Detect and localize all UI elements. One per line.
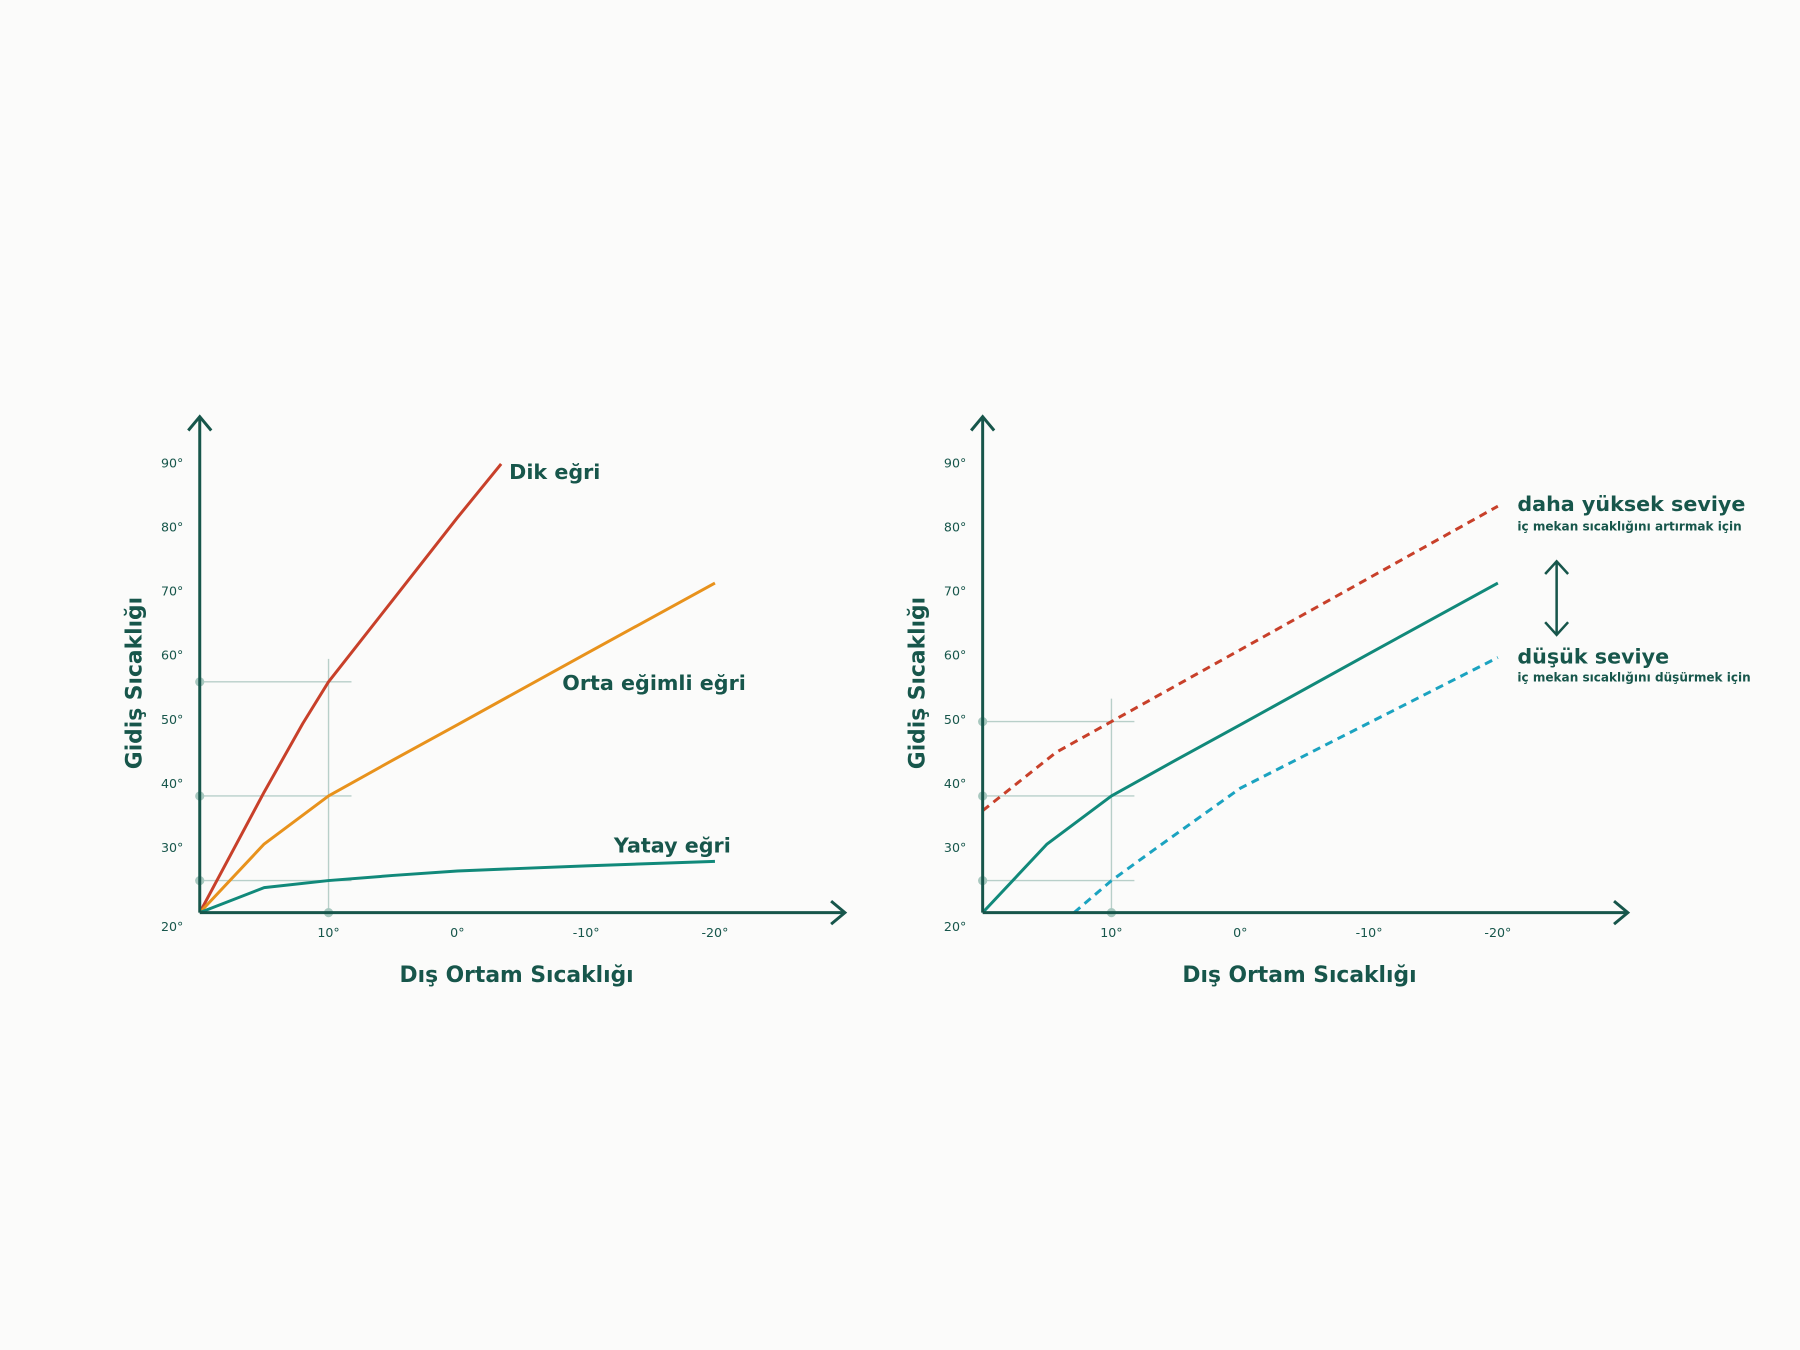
y-tick-label: 80°: [944, 519, 966, 534]
y-tick-label: 60°: [944, 648, 966, 663]
y-tick-label: 50°: [944, 712, 966, 727]
y-tick-label: 80°: [161, 519, 183, 534]
x-axis-title: Dış Ortam Sıcaklığı: [1182, 963, 1416, 988]
y-tick-label: 70°: [161, 584, 183, 599]
series-label: Dik eğri: [509, 460, 600, 484]
x-axis-title: Dış Ortam Sıcaklığı: [400, 963, 634, 988]
series-line: [198, 462, 503, 914]
series-label: daha yüksek seviye: [1517, 492, 1745, 516]
y-axis-title: Gidiş Sıcaklığı: [905, 597, 930, 769]
arrow-head: [1544, 621, 1570, 637]
y-tick-label: 60°: [161, 648, 183, 663]
series-note: iç mekan sıcaklığını artırmak için: [1517, 519, 1741, 533]
series-line: [981, 581, 1499, 914]
series-line: [981, 504, 1499, 812]
series-label: Orta eğimli eğri: [562, 671, 746, 695]
series-line: [199, 859, 716, 915]
y-axis-arrow: [187, 414, 213, 432]
level-arrow: [1544, 559, 1570, 637]
y-tick-label: 50°: [161, 712, 183, 727]
y-tick-label: 20°: [944, 919, 966, 934]
series-label: Yatay eğri: [613, 833, 731, 857]
x-tick-label: 0°: [1233, 925, 1247, 940]
series-line: [198, 581, 716, 914]
y-axis-title: Gidiş Sıcaklığı: [122, 597, 147, 769]
x-tick-label: -10°: [573, 925, 600, 940]
y-tick-label: 70°: [944, 584, 966, 599]
x-tick-label: -20°: [1484, 925, 1511, 940]
chart: Dik eğri Orta eğimli eğri Yatay eğri 20° 30°…: [122, 414, 848, 988]
x-axis-arrow: [830, 900, 848, 926]
x-tick-label: 10°: [317, 925, 339, 940]
chart: daha yüksek seviye iç mekan sıcaklığını a…: [905, 414, 1751, 988]
y-axis-arrow: [970, 414, 996, 432]
x-axis-arrow: [1613, 900, 1631, 926]
series-label: düşük seviye: [1517, 644, 1669, 668]
y-tick-label: 30°: [944, 840, 966, 855]
y-tick-label: 90°: [161, 455, 183, 470]
series-line: [1073, 656, 1499, 914]
y-tick-label: 30°: [161, 840, 183, 855]
x-tick-label: 10°: [1100, 925, 1122, 940]
arrow-head: [1544, 559, 1570, 575]
y-tick-label: 40°: [161, 776, 183, 791]
series-note: iç mekan sıcaklığını düşürmek için: [1517, 671, 1750, 685]
x-tick-label: -10°: [1356, 925, 1383, 940]
y-tick-label: 40°: [944, 776, 966, 791]
y-tick-label: 20°: [161, 919, 183, 934]
y-tick-label: 90°: [944, 455, 966, 470]
x-tick-label: -20°: [701, 925, 728, 940]
x-tick-label: 0°: [450, 925, 464, 940]
